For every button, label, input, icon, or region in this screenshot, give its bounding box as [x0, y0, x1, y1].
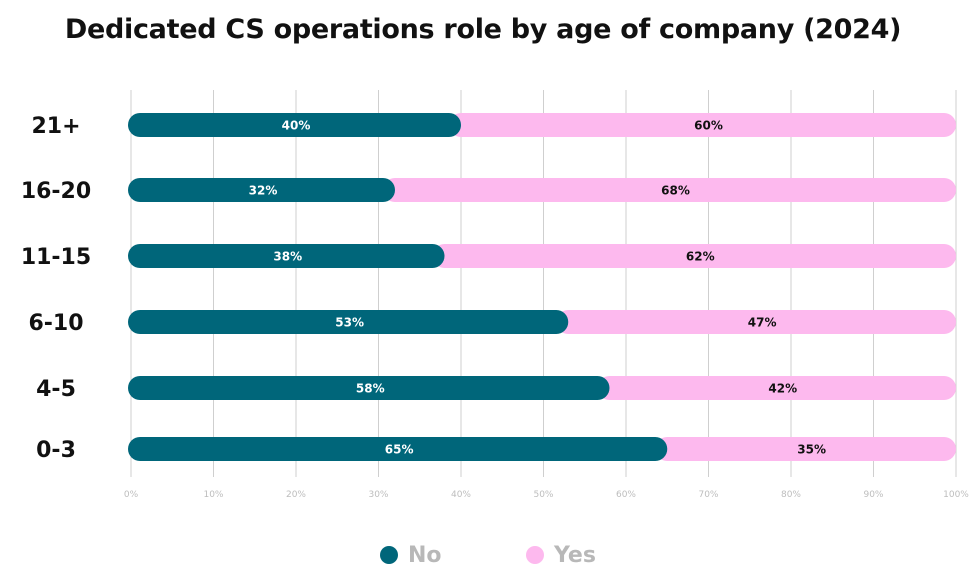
bar-yes-0-3 — [655, 437, 956, 461]
x-tick-label-50: 50% — [533, 490, 553, 500]
bar-no-11-15 — [128, 244, 445, 268]
data-label-yes-6-10: 47% — [748, 316, 777, 330]
legend-item-no: No — [380, 539, 442, 571]
x-tick-label-0: 0% — [124, 490, 139, 500]
data-label-no-6-10: 53% — [335, 316, 364, 330]
data-label-no-21+: 40% — [282, 119, 311, 133]
x-tick-label-40: 40% — [451, 490, 471, 500]
data-label-no-4-5: 58% — [356, 382, 385, 396]
category-label-21+: 21+ — [31, 114, 80, 139]
x-tick-label-30: 30% — [368, 490, 388, 500]
x-tick-label-100: 100% — [943, 490, 969, 500]
legend-swatch-yes — [526, 546, 544, 564]
chart-title: Dedicated CS operations role by age of c… — [64, 14, 902, 45]
x-tick-label-80: 80% — [781, 490, 801, 500]
legend-swatch-no — [380, 546, 398, 564]
data-label-yes-11-15: 62% — [686, 250, 715, 264]
category-label-6-10: 6-10 — [28, 311, 83, 336]
x-tick-label-70: 70% — [698, 490, 718, 500]
bar-yes-16-20 — [383, 178, 956, 202]
data-label-no-16-20: 32% — [249, 184, 278, 198]
bar-no-0-3 — [128, 437, 668, 461]
category-label-16-20: 16-20 — [21, 179, 91, 204]
data-label-no-0-3: 65% — [385, 443, 414, 457]
data-label-yes-21+: 60% — [694, 119, 723, 133]
category-label-0-3: 0-3 — [36, 438, 76, 463]
bar-yes-4-5 — [597, 376, 956, 400]
x-tick-label-60: 60% — [616, 490, 636, 500]
bar-yes-21+ — [449, 113, 956, 137]
bar-yes-6-10 — [556, 310, 956, 334]
data-label-yes-4-5: 42% — [768, 382, 797, 396]
x-tick-label-20: 20% — [286, 490, 306, 500]
bar-no-6-10 — [128, 310, 569, 334]
legend-label-yes: Yes — [554, 542, 596, 568]
bar-yes-11-15 — [432, 244, 956, 268]
x-tick-label-10: 10% — [203, 490, 223, 500]
category-label-11-15: 11-15 — [21, 245, 91, 270]
category-label-4-5: 4-5 — [36, 377, 76, 402]
data-label-no-11-15: 38% — [273, 250, 302, 264]
bar-no-21+ — [128, 113, 461, 137]
bar-no-16-20 — [128, 178, 395, 202]
bar-no-4-5 — [128, 376, 610, 400]
data-label-yes-0-3: 35% — [797, 443, 826, 457]
x-tick-label-90: 90% — [863, 490, 883, 500]
legend-label-no: No — [408, 542, 442, 568]
legend-item-yes: Yes — [526, 539, 596, 571]
data-label-yes-16-20: 68% — [661, 184, 690, 198]
